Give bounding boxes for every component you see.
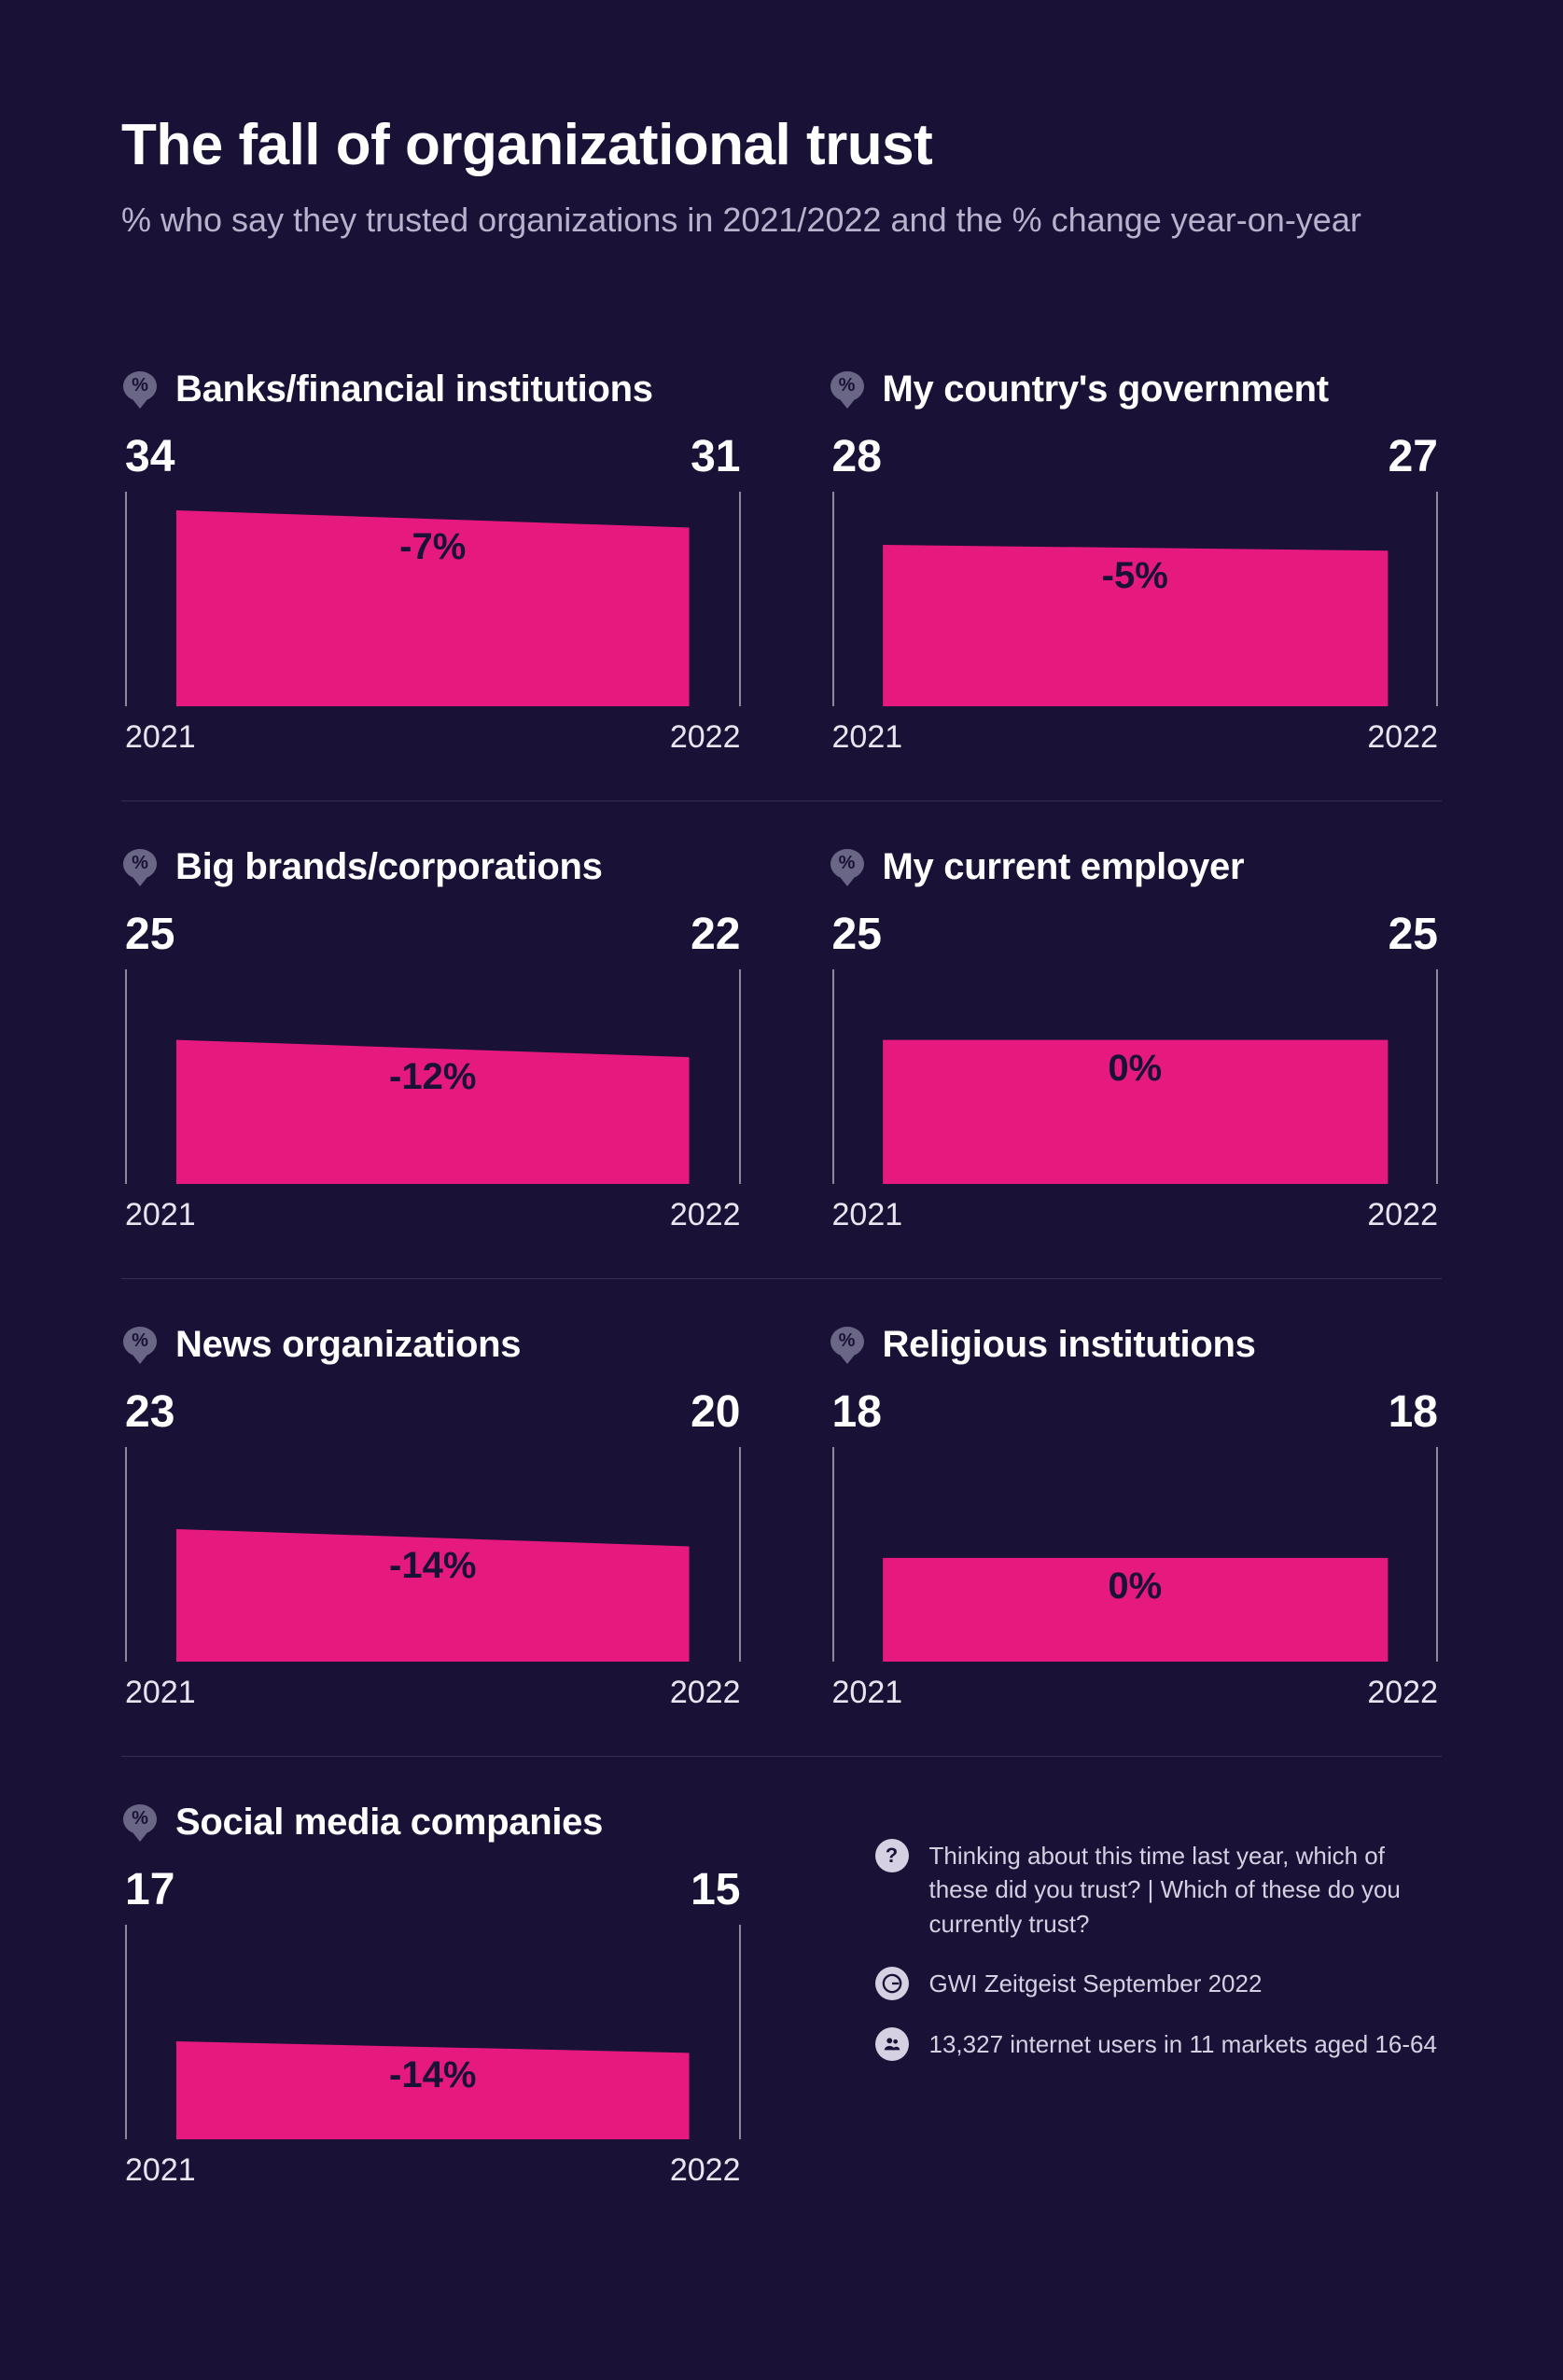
value-2022: 27 [1389,431,1438,482]
delta-label: 0% [832,1048,1439,1090]
value-2022: 25 [1389,909,1438,960]
percent-down-icon: % [121,849,159,886]
card-title: Religious institutions [883,1324,1256,1366]
year-left: 2021 [832,719,903,756]
percent-down-icon: % [121,1804,159,1842]
chart-card: % News organizations 23 20 -14% 2021 202… [121,1279,782,1757]
year-left: 2021 [832,1675,903,1711]
value-2021: 28 [832,431,882,482]
percent-down-icon: % [121,371,159,409]
year-left: 2021 [125,1197,196,1233]
page-title: The fall of organizational trust [121,112,1442,178]
card-title: My current employer [883,846,1245,888]
year-right: 2022 [1367,1197,1438,1233]
year-right: 2022 [670,1675,741,1711]
question-icon: ? [875,1839,909,1872]
value-2021: 17 [125,1864,174,1915]
card-title: Social media companies [175,1802,603,1844]
delta-label: 0% [832,1566,1439,1608]
source-icon [875,1967,909,2000]
value-2022: 18 [1389,1386,1438,1438]
delta-label: -7% [125,526,741,568]
value-2021: 25 [832,909,882,960]
people-icon [875,2027,909,2061]
card-title: Banks/financial institutions [175,369,653,411]
footer-source: GWI Zeitgeist September 2022 [929,1967,1263,2000]
value-2021: 34 [125,431,174,482]
slope-bar-chart: -7% [125,492,741,706]
year-left: 2021 [125,1675,196,1711]
card-title: My country's government [883,369,1329,411]
value-2021: 23 [125,1386,174,1438]
footer-sample: 13,327 internet users in 11 markets aged… [929,2027,1437,2061]
page-subtitle: % who say they trusted organizations in … [121,201,1442,240]
delta-label: -12% [125,1056,741,1098]
year-left: 2021 [125,2152,196,2189]
year-left: 2021 [832,1197,903,1233]
footer-cell: ? Thinking about this time last year, wh… [782,1757,1443,2234]
year-right: 2022 [670,719,741,756]
slope-bar-chart: -14% [125,1447,741,1662]
year-right: 2022 [670,1197,741,1233]
value-2022: 20 [691,1386,740,1438]
percent-down-icon: % [121,1327,159,1364]
footer-question: Thinking about this time last year, whic… [929,1839,1443,1941]
chart-card: % Big brands/corporations 25 22 -12% 202… [121,801,782,1279]
chart-card: % My current employer 25 25 0% 2021 2022 [782,801,1443,1279]
card-title: Big brands/corporations [175,846,603,888]
slope-bar-chart: -12% [125,969,741,1184]
slope-bar-chart: 0% [832,969,1439,1184]
delta-label: -14% [125,1545,741,1587]
year-right: 2022 [1367,719,1438,756]
chart-card: % Religious institutions 18 18 0% 2021 2… [782,1279,1443,1757]
chart-card: % Banks/financial institutions 34 31 -7%… [121,324,782,801]
percent-down-icon: % [829,371,866,409]
delta-label: -14% [125,2054,741,2096]
chart-card: % Social media companies 17 15 -14% 2021… [121,1757,782,2234]
year-right: 2022 [670,2152,741,2189]
value-2021: 25 [125,909,174,960]
chart-grid: % Banks/financial institutions 34 31 -7%… [121,324,1442,2234]
value-2022: 15 [691,1864,740,1915]
value-2022: 31 [691,431,740,482]
chart-card: % My country's government 28 27 -5% 2021… [782,324,1443,801]
slope-bar-chart: -14% [125,1925,741,2139]
value-2021: 18 [832,1386,882,1438]
card-title: News organizations [175,1324,521,1366]
year-right: 2022 [1367,1675,1438,1711]
slope-bar-chart: -5% [832,492,1439,706]
percent-down-icon: % [829,1327,866,1364]
year-left: 2021 [125,719,196,756]
slope-bar-chart: 0% [832,1447,1439,1662]
delta-label: -5% [832,555,1439,597]
percent-down-icon: % [829,849,866,886]
value-2022: 22 [691,909,740,960]
